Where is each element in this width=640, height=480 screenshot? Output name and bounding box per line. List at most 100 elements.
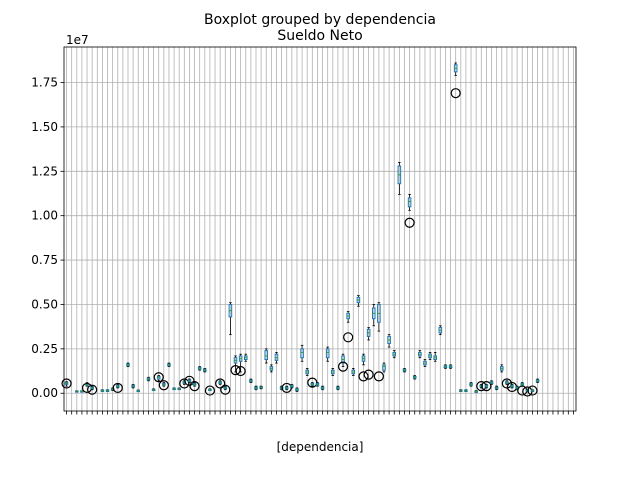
flier-point: [215, 378, 226, 389]
box-group: [397, 162, 402, 195]
box-group: [61, 378, 72, 389]
flier-point: [158, 380, 169, 391]
y-tick-label: 0.25: [31, 342, 58, 356]
box-group: [443, 364, 448, 369]
box-group: [300, 344, 304, 362]
box-group: [527, 385, 538, 396]
flier-point: [184, 375, 195, 386]
box-group: [459, 389, 463, 392]
y-offset-label: 1e7: [66, 33, 89, 47]
box-group: [331, 367, 335, 376]
box-group: [220, 384, 231, 395]
flier-point: [204, 385, 216, 396]
box-group: [402, 367, 407, 373]
flier-point: [481, 381, 492, 392]
box-group: [290, 383, 294, 389]
box-group: [254, 385, 258, 391]
flier-point: [179, 378, 190, 389]
box-group: [177, 387, 181, 391]
box-group: [235, 353, 246, 377]
box-group: [189, 381, 200, 392]
box-group: [112, 382, 123, 394]
box-group: [474, 390, 478, 393]
box-group: [412, 375, 417, 380]
box-group: [382, 362, 386, 373]
box-group: [351, 367, 356, 376]
box-group: [136, 389, 141, 393]
box-group: [131, 383, 135, 389]
box-group: [197, 366, 202, 371]
box-group: [87, 384, 98, 395]
y-tick-label: 1.25: [31, 164, 58, 178]
box-group: [204, 385, 216, 396]
box-group: [295, 387, 299, 392]
box-group: [371, 304, 376, 327]
box-group: [448, 364, 453, 369]
box-group: [230, 355, 241, 376]
box-group: [228, 302, 233, 336]
flier-point: [404, 217, 415, 228]
flier-point: [501, 378, 512, 389]
box-group: [356, 295, 361, 307]
box-group: [259, 385, 263, 390]
y-tick-label: 1.75: [31, 76, 58, 90]
flier-point: [61, 378, 72, 389]
flier-point: [235, 365, 246, 377]
box-group: [167, 362, 171, 368]
box-group: [75, 390, 79, 393]
box-group: [203, 367, 207, 373]
box-group: [418, 350, 422, 359]
y-tick-label: 0.50: [31, 297, 58, 311]
flier-point: [343, 332, 354, 343]
box-group: [274, 352, 279, 364]
box-group: [501, 378, 512, 389]
box-group: [363, 327, 374, 380]
flier-point: [230, 365, 241, 376]
box-group: [481, 381, 492, 392]
plot-frame: [63, 46, 577, 412]
box-group: [392, 350, 397, 359]
x-axis-label: [dependencia]: [277, 440, 364, 454]
box-group: [387, 334, 391, 348]
chart-suptitle: Boxplot grouped by dependencia: [204, 12, 436, 28]
box-group: [184, 375, 195, 386]
box-group: [172, 387, 176, 391]
flier-point: [373, 371, 384, 382]
box-group: [269, 364, 274, 373]
y-tick-label: 1.00: [31, 209, 58, 223]
box-iqr: [300, 348, 304, 359]
box-group: [433, 352, 437, 362]
box-group: [146, 376, 151, 382]
flier-point: [87, 384, 98, 395]
flier-point: [363, 369, 374, 380]
box-group: [243, 353, 248, 362]
box-group: [320, 385, 325, 391]
box-group: [428, 352, 432, 360]
flier-point: [358, 371, 369, 382]
y-axis: 0.00 0.25 0.50 0.75 1.00 1.25 1.50 1.75: [31, 76, 64, 400]
box-iqr: [264, 350, 269, 361]
grid-lines: [64, 47, 576, 415]
y-tick-label: 0.00: [31, 386, 58, 400]
box-groups: [61, 62, 540, 397]
box-group: [336, 385, 340, 391]
box-group: [343, 311, 354, 343]
box-group: [358, 353, 369, 382]
box-group: [249, 378, 253, 383]
box-group: [464, 389, 468, 392]
box-group: [438, 325, 443, 336]
box-group: [404, 193, 415, 228]
box-group: [489, 380, 494, 385]
flier-point: [527, 385, 538, 396]
box-group: [423, 359, 427, 368]
box-group: [215, 378, 226, 389]
flier-point: [450, 88, 461, 99]
box-group: [153, 372, 164, 383]
flier-point: [112, 382, 123, 394]
box-group: [373, 302, 384, 382]
box-group: [450, 62, 461, 99]
box-group: [80, 390, 84, 393]
flier-point: [337, 361, 349, 372]
flier-point: [189, 381, 200, 392]
